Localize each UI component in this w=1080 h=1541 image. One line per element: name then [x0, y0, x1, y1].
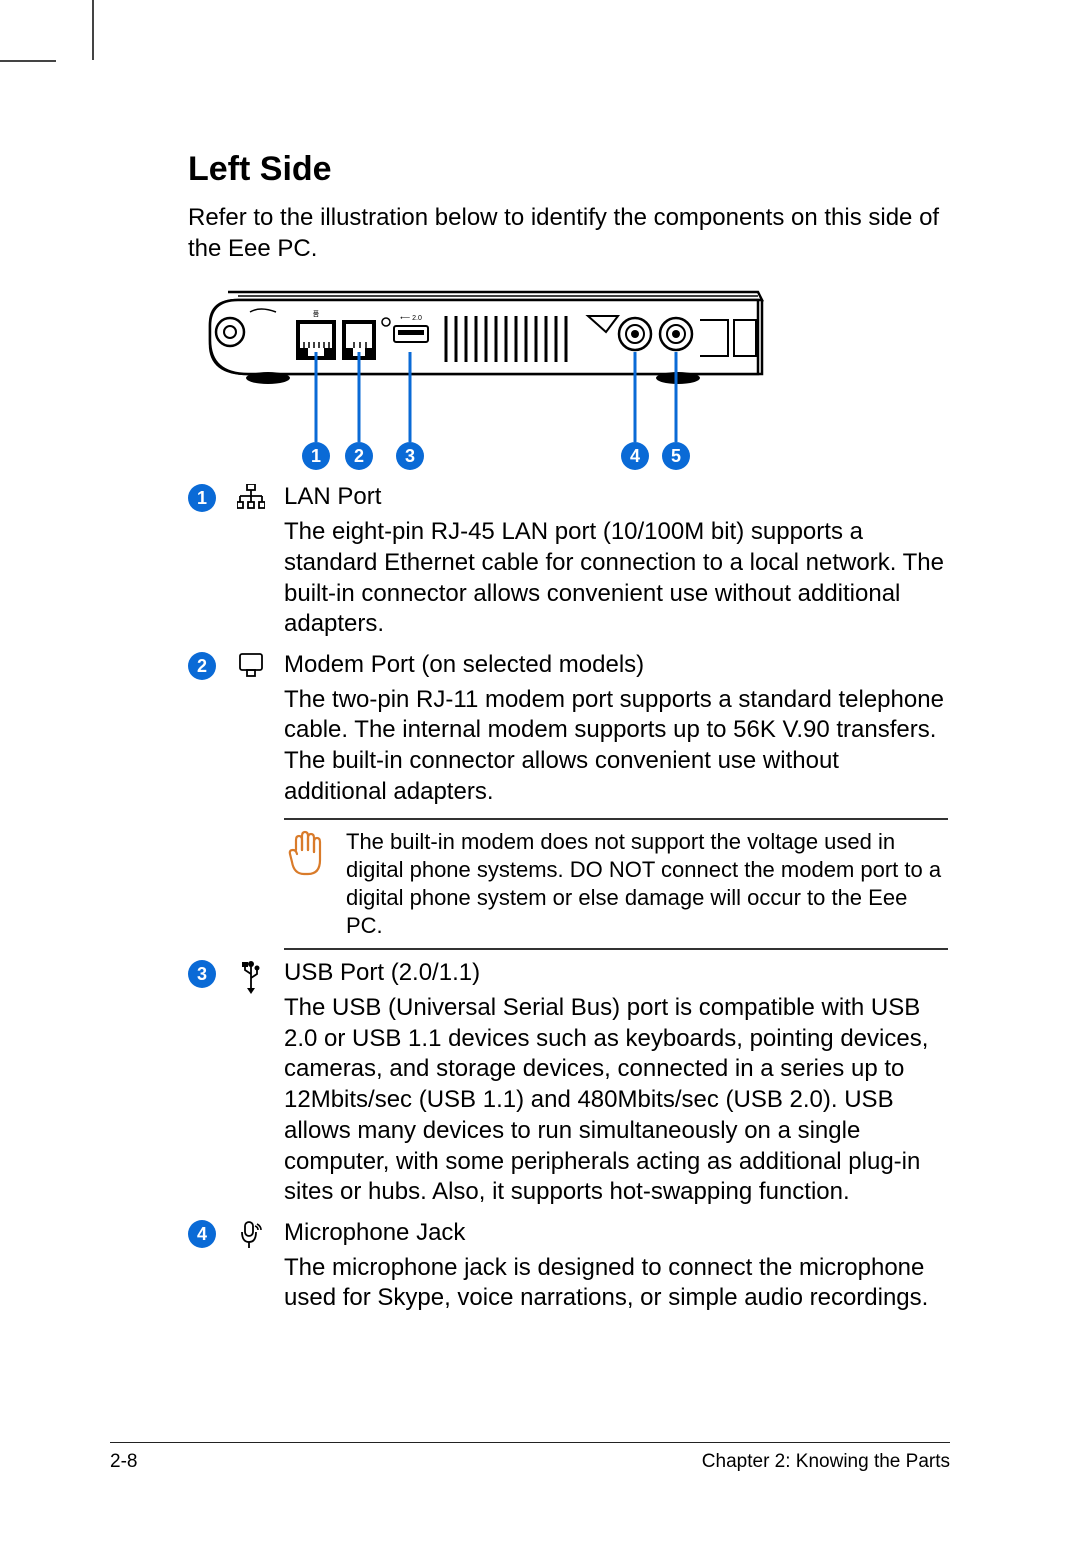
- svg-text:품: 품: [313, 310, 320, 318]
- svg-text:4: 4: [630, 446, 640, 466]
- badge-3: 3: [188, 960, 216, 988]
- item-desc: The microphone jack is designed to conne…: [284, 1253, 948, 1314]
- intro-text: Refer to the illustration below to ident…: [188, 203, 948, 264]
- item-desc: The USB (Universal Serial Bus) port is c…: [284, 993, 948, 1208]
- hand-stop-icon: [284, 830, 328, 874]
- badge-1: 1: [188, 484, 216, 512]
- chapter-label: Chapter 2: Knowing the Parts: [702, 1451, 950, 1473]
- section-title: Left Side: [188, 150, 948, 189]
- item-usb: 3 USB Port (2.0/1.1) The USB (Universal …: [188, 958, 948, 1208]
- item-title: LAN Port: [284, 482, 948, 513]
- crop-mark-left: [0, 60, 56, 62]
- svg-text:5: 5: [671, 446, 681, 466]
- lan-icon: [234, 484, 268, 514]
- page-footer: 2-8 Chapter 2: Knowing the Parts: [110, 1442, 950, 1473]
- warning-box: The built-in modem does not support the …: [284, 818, 948, 951]
- item-lan: 1 LAN Port The eight-pin RJ-45 LAN port …: [188, 482, 948, 640]
- item-desc: The eight-pin RJ-45 LAN port (10/100M bi…: [284, 517, 948, 640]
- warning-text: The built-in modem does not support the …: [346, 828, 948, 941]
- item-modem: 2 Modem Port (on selected models) The tw…: [188, 650, 948, 808]
- svg-text:2: 2: [354, 446, 364, 466]
- badge-2: 2: [188, 652, 216, 680]
- usb-icon: [234, 960, 268, 990]
- svg-text:1: 1: [311, 446, 321, 466]
- crop-mark-top: [92, 0, 94, 60]
- side-diagram: 품 ⟵ 2.0: [188, 282, 856, 472]
- items-list: 1 LAN Port The eight-pin RJ-45 LAN port …: [188, 482, 948, 1314]
- svg-text:⟵ 2.0: ⟵ 2.0: [400, 315, 422, 322]
- badge-4: 4: [188, 1220, 216, 1248]
- modem-icon: [234, 652, 268, 682]
- page-frame: Left Side Refer to the illustration belo…: [0, 0, 1080, 1541]
- item-title: USB Port (2.0/1.1): [284, 958, 948, 989]
- mic-icon: [234, 1220, 268, 1250]
- item-title: Microphone Jack: [284, 1218, 948, 1249]
- item-title: Modem Port (on selected models): [284, 650, 948, 681]
- item-mic: 4 Microphone Jack The microphone jack is…: [188, 1218, 948, 1314]
- page-number: 2-8: [110, 1451, 137, 1473]
- svg-text:3: 3: [405, 446, 415, 466]
- content-area: Left Side Refer to the illustration belo…: [188, 150, 948, 1324]
- item-desc: The two-pin RJ-11 modem port supports a …: [284, 685, 948, 808]
